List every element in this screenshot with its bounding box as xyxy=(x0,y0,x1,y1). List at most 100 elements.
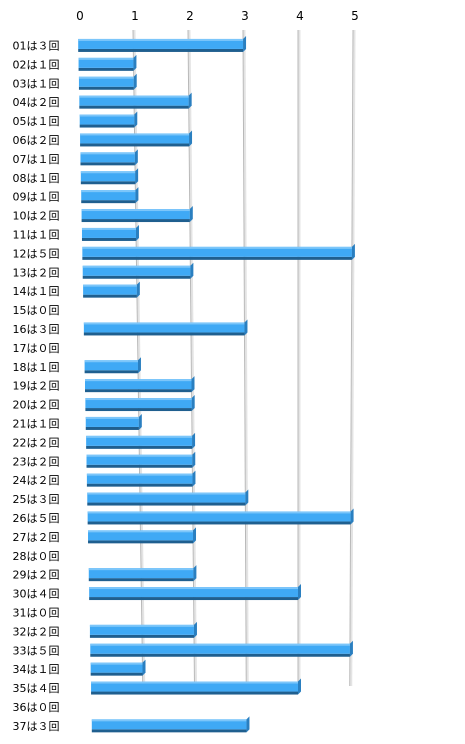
category-label: 19は２回 xyxy=(13,380,60,393)
bar-side xyxy=(189,130,193,147)
bar-underside xyxy=(84,370,138,374)
bar-highlight xyxy=(82,265,191,268)
bar-highlight xyxy=(84,360,138,363)
bar xyxy=(83,281,140,298)
bar-side xyxy=(191,376,195,393)
bar xyxy=(90,659,146,676)
bar xyxy=(81,224,139,241)
gridline-shadow xyxy=(350,29,356,687)
bar-side xyxy=(193,565,197,582)
bar-underside xyxy=(87,521,351,525)
bar-side xyxy=(298,584,301,601)
bar-highlight xyxy=(91,719,247,722)
bar-highlight xyxy=(81,209,190,212)
bar-face xyxy=(81,190,136,201)
bar-face xyxy=(85,416,139,427)
bar xyxy=(89,621,197,638)
bar-highlight xyxy=(88,530,194,533)
bar-highlight xyxy=(85,398,192,401)
gridline xyxy=(349,29,354,687)
bar-underside xyxy=(86,464,193,468)
bar-face xyxy=(79,95,189,106)
category-labels: 01は３回 02は１回 03は１回 04は２回 05は１回 06は２回 07は１回 08は１回… xyxy=(13,39,60,732)
bar-highlight xyxy=(81,227,136,230)
bar-underside xyxy=(80,143,190,147)
bar-side xyxy=(193,527,197,544)
bar-highlight xyxy=(83,322,245,325)
category-label: 03は１回 xyxy=(13,77,60,90)
bar-highlight xyxy=(78,57,134,60)
bar-highlight xyxy=(91,681,299,684)
category-label: 15は０回 xyxy=(13,304,60,317)
x-tick-label: 0 xyxy=(76,9,84,23)
bar xyxy=(90,640,353,657)
bar xyxy=(86,451,196,468)
bar-highlight xyxy=(88,568,194,571)
bar xyxy=(87,489,249,506)
bar xyxy=(88,527,197,544)
category-label: 05は１回 xyxy=(13,115,60,128)
bar-side xyxy=(246,716,250,733)
category-label: 26は５回 xyxy=(13,512,60,525)
bar xyxy=(82,243,355,260)
bar-side xyxy=(192,451,196,468)
bar-highlight xyxy=(83,284,137,287)
bar-face xyxy=(80,152,135,163)
bar xyxy=(80,149,138,166)
category-label: 02は１回 xyxy=(13,58,60,71)
bar-underside xyxy=(88,540,194,544)
category-label: 10は２回 xyxy=(13,210,60,223)
x-tick-label: 2 xyxy=(186,9,194,23)
bar-underside xyxy=(78,86,134,90)
bar-underside xyxy=(81,219,190,223)
bar xyxy=(80,168,139,185)
bar-face xyxy=(83,284,137,295)
bar-underside xyxy=(90,672,143,676)
bar xyxy=(83,319,248,336)
bar-face xyxy=(86,473,193,484)
category-label: 34は１回 xyxy=(13,663,60,676)
bar-underside xyxy=(79,105,189,109)
bar-face xyxy=(80,171,136,182)
bar xyxy=(91,678,301,695)
category-label: 04は２回 xyxy=(13,96,60,109)
bar xyxy=(88,565,197,582)
bar-side xyxy=(243,35,247,52)
bar-face xyxy=(80,133,190,144)
bar-face xyxy=(86,435,193,446)
bar-highlight xyxy=(80,133,190,136)
category-label: 17は０回 xyxy=(13,342,60,355)
category-label: 21は１回 xyxy=(13,417,60,430)
bar-side xyxy=(193,621,197,638)
category-label: 23は２回 xyxy=(13,455,60,468)
category-label: 24は２回 xyxy=(13,474,60,487)
bar-underside xyxy=(87,502,246,506)
bar-side xyxy=(136,281,140,298)
category-label: 32は２回 xyxy=(13,625,60,638)
bar xyxy=(91,716,250,733)
category-label: 35は４回 xyxy=(13,682,60,695)
category-label: 13は２回 xyxy=(13,266,60,279)
gridline-shadow xyxy=(243,29,249,687)
category-label: 09は１回 xyxy=(13,191,60,204)
bar-underside xyxy=(88,578,194,582)
bar xyxy=(81,206,193,223)
bar-side xyxy=(192,470,196,487)
bar xyxy=(85,413,142,430)
category-label: 33は５回 xyxy=(13,644,60,657)
bar-underside xyxy=(78,48,244,52)
x-tick-label: 4 xyxy=(296,9,304,23)
bar-underside xyxy=(89,597,298,601)
bar-side xyxy=(133,73,137,90)
bar-underside xyxy=(83,332,245,336)
category-label: 16は３回 xyxy=(13,323,60,336)
bar-highlight xyxy=(86,435,193,438)
category-label: 25は３回 xyxy=(13,493,60,506)
category-label: 30は４回 xyxy=(13,588,60,601)
bar xyxy=(87,508,354,525)
bar xyxy=(80,130,193,147)
bar xyxy=(84,357,141,374)
bar-side xyxy=(350,508,354,525)
bar-face xyxy=(86,454,193,465)
category-label: 20は２回 xyxy=(13,399,60,412)
